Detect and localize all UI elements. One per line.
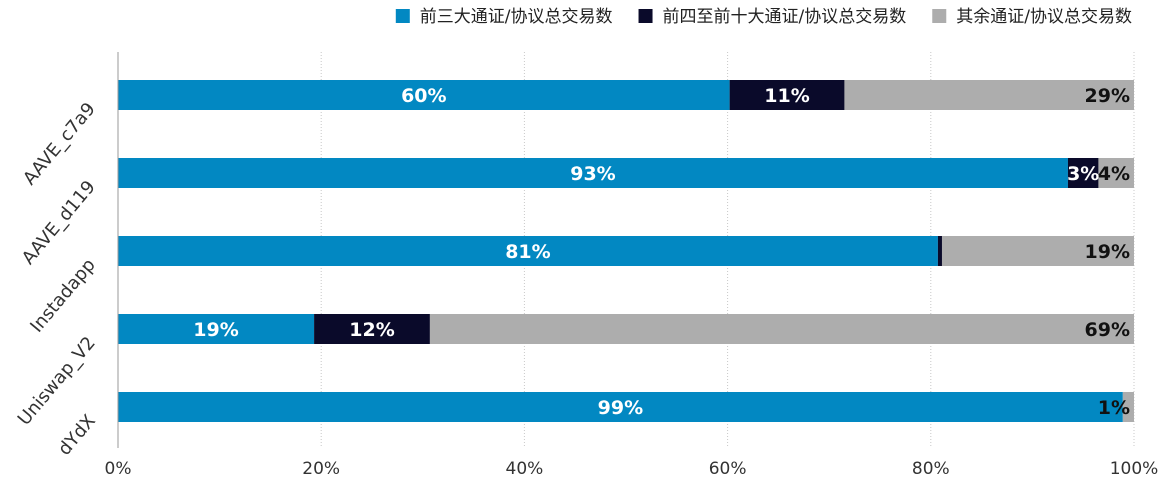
legend-swatch [638,9,653,23]
legend-label: 前四至前十大通证/协议总交易数 [663,7,907,27]
legend-item: 前四至前十大通证/协议总交易数 [638,7,907,27]
bar-segment [314,314,430,344]
bar-value-label: 81% [505,241,550,263]
bar-segment [118,158,1068,188]
bar-segment [729,80,845,110]
x-tick-label: 0% [105,459,132,478]
bar-segment [844,80,1134,110]
y-axis-category-labels: AAVE_c7a9AAVE_d119InstadappUniswap_V2dYd… [14,99,100,460]
bar-segment [118,392,1123,422]
bar-value-label: 69% [1085,319,1130,341]
x-tick-label: 80% [912,459,950,478]
legend-swatch [395,9,410,23]
bar-value-label: 99% [598,397,643,419]
bar-segment [1098,158,1134,188]
bar-labels: 60% 11% 29% 93% 3%4% 81% 19% 19% 12% 69% 99% 1% [193,85,1130,419]
bar-value-label: 3% [1067,163,1099,185]
x-tick-label: 100% [1110,459,1159,478]
bar-value-label: 12% [349,319,394,341]
x-tick-label: 60% [709,459,747,478]
bars [118,80,1134,422]
bar-value-label: 19% [1085,241,1130,263]
bar-segment [118,80,730,110]
legend-label: 前三大通证/协议总交易数 [420,7,613,27]
category-label: dYdX [54,411,100,460]
category-label: AAVE_d119 [18,177,100,269]
x-tick-label: 40% [506,459,544,478]
category-label: Instadapp [26,255,100,337]
bar-segment [941,236,1134,266]
bar-value-label: 11% [764,85,809,107]
bar-segment [118,236,938,266]
bar-value-label: 1% [1098,397,1130,419]
x-tick-label: 20% [302,459,340,478]
legend: 前三大通证/协议总交易数 前四至前十大通证/协议总交易数 其余通证/协议总交易数 [395,7,1132,27]
bar-segment [1067,158,1099,188]
bar-segment [118,314,315,344]
legend-item: 其余通证/协议总交易数 [932,7,1132,27]
bar-value-label: 19% [193,319,238,341]
bar-segment [429,314,1134,344]
bar-value-label: 60% [401,85,446,107]
bar-segment [1122,392,1134,422]
bar-value-label: 93% [570,163,615,185]
legend-swatch [932,9,947,23]
legend-label: 其余通证/协议总交易数 [956,7,1132,27]
bar-value-label: 29% [1085,85,1130,107]
x-axis-tick-labels: 0% 20% 40% 60% 80% 100% [105,459,1159,478]
legend-item: 前三大通证/协议总交易数 [395,7,613,27]
category-label: AAVE_c7a9 [19,99,100,189]
bar-value-label: 4% [1098,163,1130,185]
bar-segment [937,236,942,266]
